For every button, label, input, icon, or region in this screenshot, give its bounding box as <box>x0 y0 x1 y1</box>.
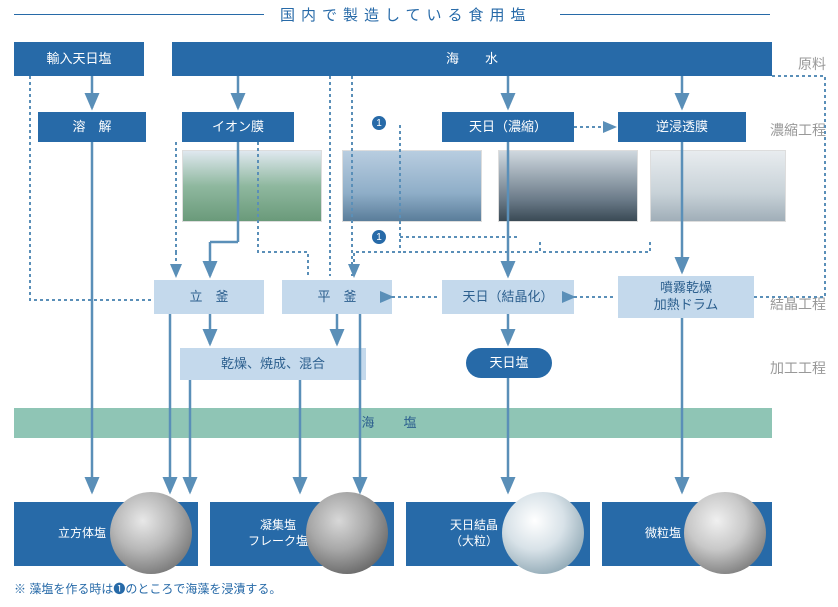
photo-ro <box>650 150 786 222</box>
photo-ion <box>182 150 322 222</box>
raw-seawater: 海 水 <box>172 42 772 76</box>
crystal-flake-icon <box>306 492 388 574</box>
cryst-standing: 立 釜 <box>154 280 264 314</box>
product-flake: 凝集塩 フレーク塩 <box>210 502 394 566</box>
salt-process-diagram: 国内で製造している食用塩 原料 濃縮工程 結晶工程 加工工程 輸入天日塩 海 水… <box>0 0 838 607</box>
diagram-title: 国内で製造している食用塩 <box>280 4 532 25</box>
crystal-cubic-icon <box>110 492 192 574</box>
title-line-right <box>560 14 770 15</box>
product-fine-label: 微粒塩 <box>645 526 681 542</box>
conc-dissolve: 溶 解 <box>38 112 146 142</box>
photo-sun1 <box>342 150 482 222</box>
product-flake-label: 凝集塩 フレーク塩 <box>248 518 308 549</box>
stage-crystallization: 結晶工程 <box>770 294 826 314</box>
stage-concentration: 濃縮工程 <box>770 120 826 140</box>
conc-ro: 逆浸透膜 <box>618 112 746 142</box>
stage-raw: 原料 <box>798 54 826 74</box>
footnote: ※ 藻塩を作る時は❶のところで海藻を浸漬する。 <box>14 580 281 597</box>
conc-sun: 天日（濃縮） <box>442 112 574 142</box>
marker-mid: 1 <box>372 230 386 244</box>
stage-processing: 加工工程 <box>770 358 826 378</box>
crystal-large-icon <box>502 492 584 574</box>
product-cubic-label: 立方体塩 <box>58 526 106 542</box>
product-cubic: 立方体塩 <box>14 502 198 566</box>
product-fine: 微粒塩 <box>602 502 772 566</box>
proc-sun-salt: 天日塩 <box>466 348 552 378</box>
cryst-flat: 平 釜 <box>282 280 392 314</box>
cryst-spray: 噴霧乾燥 加熱ドラム <box>618 276 754 318</box>
crystal-fine-icon <box>684 492 766 574</box>
cryst-sun: 天日（結晶化） <box>442 280 574 314</box>
title-line-left <box>14 14 264 15</box>
proc-dry: 乾燥、焼成、混合 <box>180 348 366 380</box>
conc-ion: イオン膜 <box>182 112 294 142</box>
raw-imported: 輸入天日塩 <box>14 42 144 76</box>
photo-sun2 <box>498 150 638 222</box>
sea-salt-bar: 海 塩 <box>14 408 772 438</box>
product-large: 天日結晶 （大粒） <box>406 502 590 566</box>
product-large-label: 天日結晶 （大粒） <box>450 518 498 549</box>
marker-top: 1 <box>372 116 386 130</box>
